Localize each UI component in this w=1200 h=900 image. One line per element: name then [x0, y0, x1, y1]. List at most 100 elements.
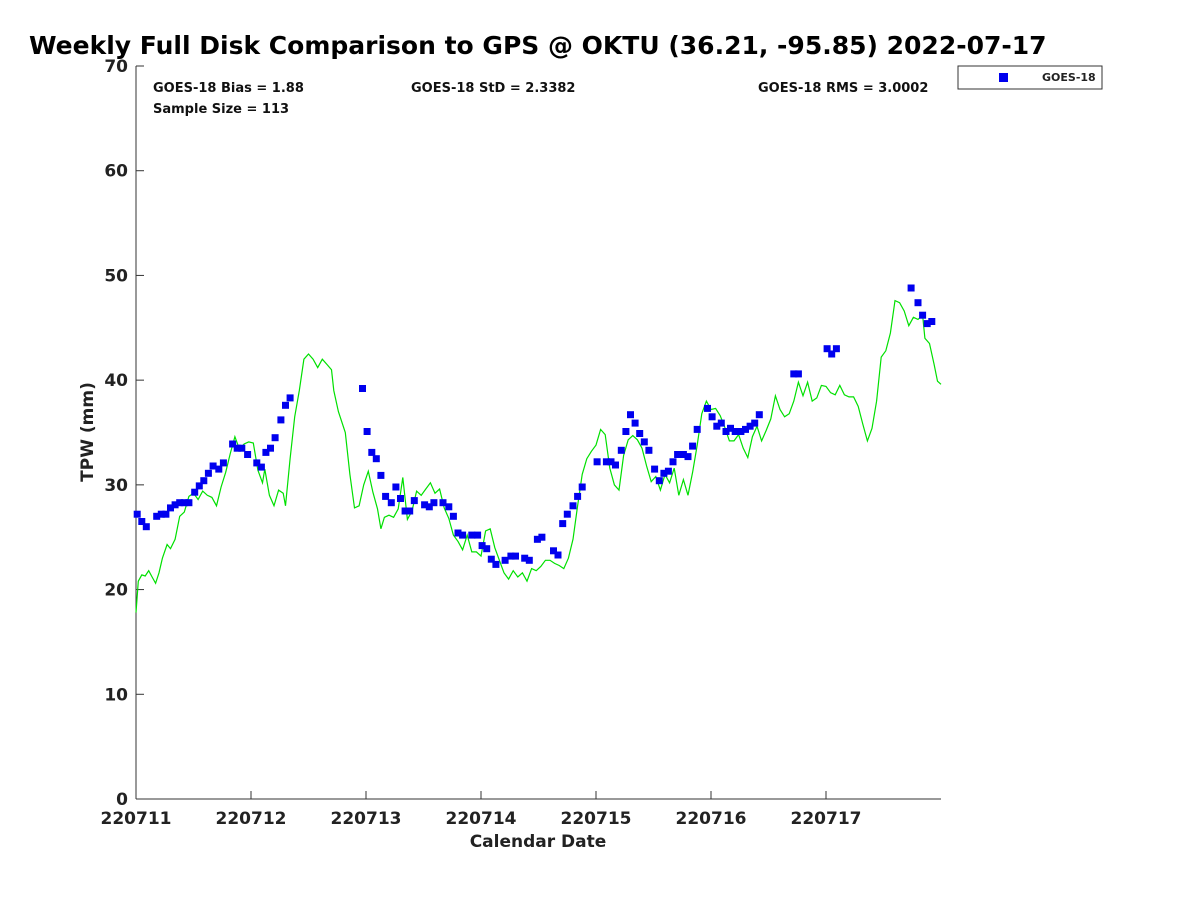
goes18-point — [627, 411, 634, 419]
goes18-point — [449, 512, 457, 520]
y-tick-label: 0 — [116, 790, 128, 810]
goes18-point — [708, 413, 716, 421]
goes18-point — [487, 555, 495, 563]
goes18-point — [554, 551, 562, 559]
goes18-point — [645, 446, 653, 454]
goes18-point — [425, 503, 433, 511]
goes18-point — [717, 419, 725, 427]
goes18-point — [722, 428, 730, 435]
y-axis-label: TPW (mm) — [78, 382, 98, 482]
goes18-point — [538, 533, 546, 541]
goes18-point — [607, 458, 615, 466]
goes18-point — [262, 448, 270, 456]
goes18-point — [368, 448, 376, 456]
goes18-point — [439, 499, 447, 507]
y-tick-label: 70 — [104, 57, 128, 77]
goes18-point — [919, 311, 927, 319]
goes18-point — [828, 350, 836, 358]
goes18-point — [454, 529, 462, 537]
goes18-point — [746, 422, 754, 430]
goes18-point — [219, 459, 227, 467]
goes18-point — [267, 444, 274, 452]
legend-marker-goes18 — [999, 73, 1008, 82]
goes18-point — [257, 463, 265, 471]
plot-area — [136, 66, 941, 799]
y-tick-label: 50 — [104, 266, 128, 286]
goes18-point — [559, 520, 567, 528]
goes18-point — [397, 495, 404, 502]
goes18-point — [660, 469, 668, 477]
sample-size-stat: Sample Size = 113 — [153, 102, 289, 117]
goes18-point — [689, 442, 697, 450]
goes18-point — [238, 444, 246, 452]
goes18-point — [142, 523, 150, 531]
goes18-point — [153, 512, 161, 520]
y-tick-label: 20 — [104, 581, 128, 601]
goes18-point — [664, 467, 672, 475]
goes18-point — [907, 284, 915, 292]
goes18-point — [195, 482, 203, 490]
x-tick-label: 220716 — [676, 809, 747, 829]
goes18-point — [923, 320, 931, 328]
goes18-point — [180, 499, 188, 507]
goes18-point — [751, 419, 759, 427]
goes18-point — [928, 318, 936, 325]
goes18-point — [387, 499, 395, 507]
legend-box — [957, 65, 1103, 90]
goes18-point — [525, 556, 533, 564]
legend: GOES-18 — [957, 65, 1103, 90]
goes18-point — [286, 394, 294, 402]
goes18-point — [622, 428, 630, 435]
goes18-point — [176, 499, 184, 507]
goes18-point — [684, 453, 692, 461]
goes18-point — [563, 510, 571, 518]
std-stat: GOES-18 StD = 2.3382 — [411, 81, 575, 96]
x-axis-label: Calendar Date — [470, 832, 607, 852]
goes18-point — [474, 531, 482, 539]
x-tick-label: 220717 — [791, 809, 862, 829]
goes18-point — [209, 462, 217, 470]
goes18-point — [612, 461, 619, 469]
goes18-point — [755, 411, 763, 419]
goes18-point — [914, 299, 922, 307]
rms-stat: GOES-18 RMS = 3.0002 — [758, 81, 928, 96]
chart-title: Weekly Full Disk Comparison to GPS @ OKT… — [29, 31, 1047, 60]
goes18-point — [171, 501, 179, 509]
y-tick-label: 40 — [104, 371, 128, 391]
goes18-point — [204, 469, 212, 477]
goes18-point — [377, 471, 385, 479]
goes18-point — [674, 451, 682, 458]
goes18-point — [655, 477, 663, 485]
goes18-point — [200, 477, 208, 485]
goes18-point — [578, 483, 586, 491]
goes18-point — [742, 425, 749, 433]
goes18-point — [271, 434, 279, 442]
goes18-point — [492, 560, 500, 568]
goes18-point — [282, 401, 289, 409]
goes18-point — [693, 425, 701, 433]
goes18-point — [359, 385, 366, 392]
goes18-point — [713, 422, 721, 430]
goes18-point — [602, 458, 610, 466]
x-tick-label: 220715 — [561, 809, 632, 829]
goes18-point — [167, 504, 174, 512]
goes18-point — [410, 497, 418, 505]
goes18-point — [215, 465, 223, 473]
legend-label-goes18: GOES-18 — [1042, 71, 1096, 84]
goes18-point — [191, 488, 199, 496]
goes18-point — [507, 552, 515, 560]
goes18-point — [617, 446, 625, 454]
goes18-point — [569, 502, 577, 510]
goes18-point — [372, 455, 380, 463]
gps-series-line — [135, 299, 942, 613]
goes18-point — [631, 419, 639, 427]
goes18-point — [478, 542, 486, 550]
goes18-point — [459, 531, 467, 539]
goes18-point — [363, 428, 371, 435]
goes18-point — [731, 428, 739, 435]
goes18-point — [574, 492, 582, 500]
goes18-point — [138, 518, 146, 525]
goes18-point — [636, 430, 644, 437]
goes18-point — [401, 507, 409, 515]
